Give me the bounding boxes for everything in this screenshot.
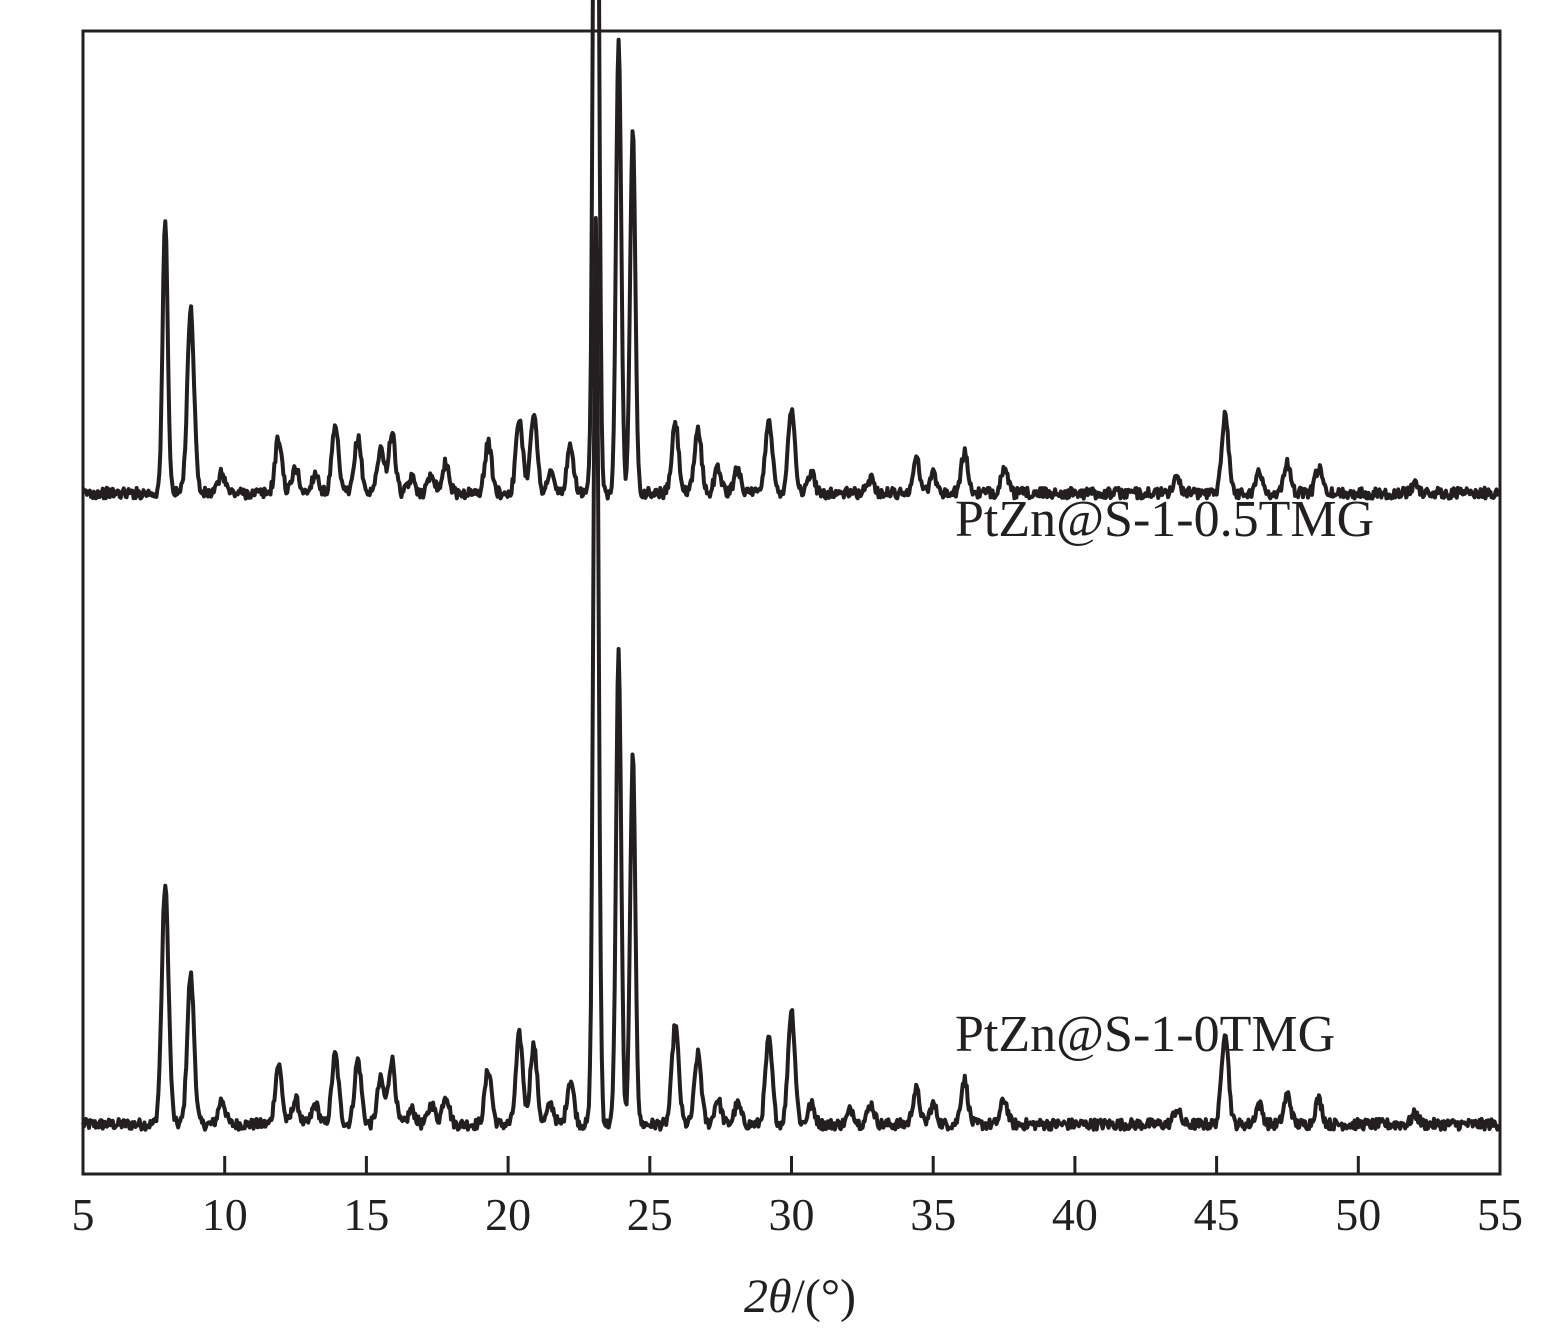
x-tick-label: 45 [1194,1189,1240,1240]
x-axis-title-unit: /(°) [792,1270,857,1323]
series-line-bottom [81,216,1502,1132]
plot-frame [81,29,1502,1176]
x-ticks [223,1156,1360,1174]
series-label-top: PtZn@S-1-0.5TMG [955,491,1374,548]
series-lines [81,0,1502,1132]
x-tick-label: 40 [1052,1189,1098,1240]
x-tick-labels: 5 10 15 20 25 30 35 40 45 50 55 [72,1189,1524,1240]
x-tick-label: 30 [769,1189,815,1240]
x-tick-label: 15 [343,1189,389,1240]
x-tick-label: 10 [202,1189,248,1240]
x-tick-label: 35 [910,1189,956,1240]
x-tick-label: 50 [1335,1189,1381,1240]
x-tick-label: 25 [627,1189,673,1240]
x-tick-label: 20 [485,1189,531,1240]
x-axis-title: 2θ/(°) [744,1270,856,1323]
series-label-bottom: PtZn@S-1-0TMG [955,1006,1335,1063]
x-tick-label: 55 [1477,1189,1523,1240]
series-line-top [81,0,1501,501]
x-axis-title-italic: 2θ [744,1270,792,1323]
x-tick-label: 5 [72,1189,95,1240]
